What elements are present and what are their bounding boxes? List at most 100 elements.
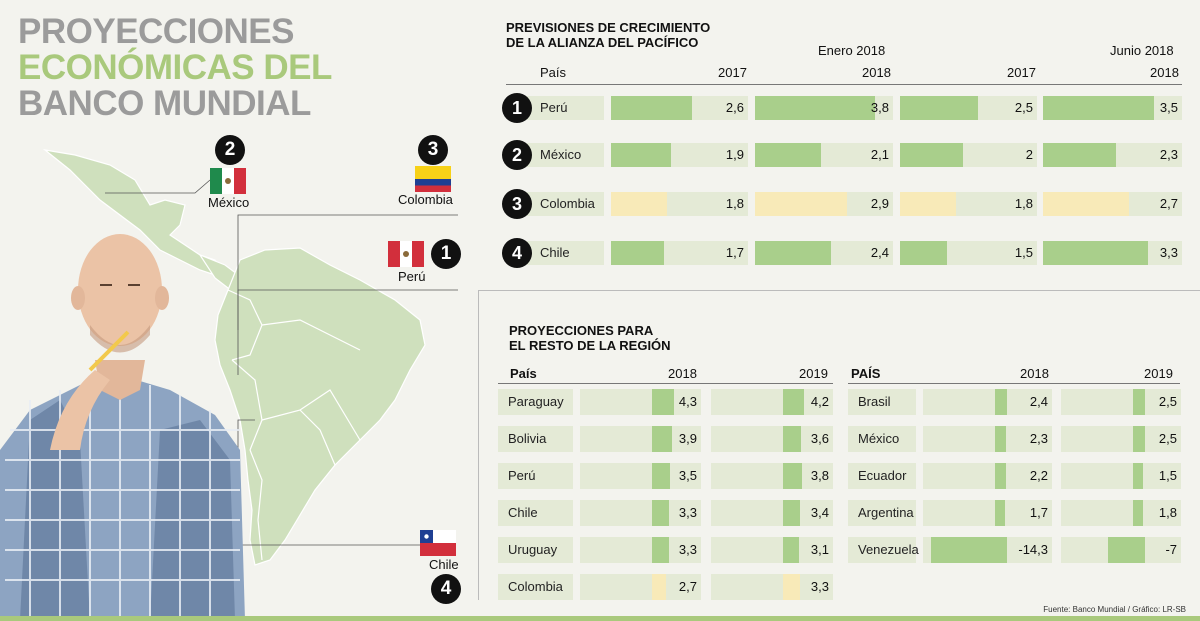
region-name-mexico-1: México bbox=[848, 426, 916, 452]
bottom-table-title: PROYECCIONES PARA EL RESTO DE LA REGIÓN bbox=[509, 323, 671, 353]
region-value-uruguay-0-1: 3,1 bbox=[810, 542, 829, 557]
value-chile-2: 1,5 bbox=[1014, 245, 1033, 260]
top-table-title-line-1: PREVISIONES DE CRECIMIENTO bbox=[506, 20, 711, 35]
region-value-colombia-0-1: 3,3 bbox=[810, 579, 829, 594]
region-cell-mexico-1-0: 2,3 bbox=[923, 426, 1052, 452]
region-cell-mexico-1-1: 2,5 bbox=[1061, 426, 1181, 452]
cell-peru-1: 3,8 bbox=[755, 96, 893, 120]
value-mexico-0: 1,9 bbox=[725, 147, 744, 162]
bar-colombia-0 bbox=[611, 192, 668, 216]
section-divider bbox=[478, 290, 479, 600]
value-colombia-0: 1,8 bbox=[725, 196, 744, 211]
region-bar-brasil-1-1 bbox=[1133, 389, 1145, 415]
bar-mexico-2 bbox=[900, 143, 963, 167]
bar-peru-1 bbox=[755, 96, 875, 120]
region-cell-brasil-1-0: 2,4 bbox=[923, 389, 1052, 415]
region-bar-venezuela-1-0 bbox=[931, 537, 1007, 563]
region-value-argentina-1-0: 1,7 bbox=[1029, 505, 1048, 520]
cell-peru-0: 2,6 bbox=[611, 96, 748, 120]
value-mexico-1: 2,1 bbox=[870, 147, 889, 162]
label-mexico: México bbox=[208, 195, 250, 210]
region-value-colombia-0-0: 2,7 bbox=[678, 579, 697, 594]
value-chile-0: 1,7 bbox=[725, 245, 744, 260]
value-mexico-2: 2 bbox=[1025, 147, 1033, 162]
region-value-mexico-1-0: 2,3 bbox=[1029, 431, 1048, 446]
region-bar-chile-0-0 bbox=[652, 500, 669, 526]
cell-peru-3: 3,5 bbox=[1043, 96, 1182, 120]
region-bar-peru-0-0 bbox=[652, 463, 670, 489]
region-cell-ecuador-1-0: 2,2 bbox=[923, 463, 1052, 489]
title-line-1: PROYECCIONES bbox=[18, 12, 294, 51]
cell-colombia-2: 1,8 bbox=[900, 192, 1037, 216]
rank-badge-mexico: 2 bbox=[502, 140, 532, 170]
region-value-ecuador-1-0: 2,2 bbox=[1029, 468, 1048, 483]
region-cell-colombia-0-0: 2,7 bbox=[580, 574, 701, 600]
group-header-junio: Junio 2018 bbox=[1110, 43, 1174, 58]
region-name-brasil-1: Brasil bbox=[848, 389, 916, 415]
region-cell-bolivia-0-1: 3,6 bbox=[711, 426, 833, 452]
region-value-venezuela-1-0: -14,3 bbox=[1018, 542, 1048, 557]
label-colombia: Colombia bbox=[398, 192, 453, 207]
value-chile-3: 3,3 bbox=[1159, 245, 1178, 260]
region-bar-argentina-1-0 bbox=[995, 500, 1005, 526]
col-header-enero-2018: 2018 bbox=[862, 65, 891, 80]
right-col-header-2019: 2019 bbox=[1144, 366, 1173, 381]
region-bar-bolivia-0-0 bbox=[652, 426, 672, 452]
cell-peru-2: 2,5 bbox=[900, 96, 1037, 120]
region-cell-venezuela-1-0: -14,3 bbox=[923, 537, 1052, 563]
region-value-mexico-1-1: 2,5 bbox=[1158, 431, 1177, 446]
region-bar-mexico-1-1 bbox=[1133, 426, 1145, 452]
cell-chile-0: 1,7 bbox=[611, 241, 748, 265]
region-value-bolivia-0-1: 3,6 bbox=[810, 431, 829, 446]
header-rule bbox=[506, 84, 1182, 85]
region-bar-colombia-0-1 bbox=[783, 574, 800, 600]
region-value-brasil-1-0: 2,4 bbox=[1029, 394, 1048, 409]
region-bar-venezuela-1-1 bbox=[1107, 537, 1145, 563]
region-cell-uruguay-0-1: 3,1 bbox=[711, 537, 833, 563]
cell-mexico-0: 1,9 bbox=[611, 143, 748, 167]
cell-chile-3: 3,3 bbox=[1043, 241, 1182, 265]
cell-mexico-3: 2,3 bbox=[1043, 143, 1182, 167]
region-bar-chile-0-1 bbox=[783, 500, 801, 526]
region-cell-peru-0-0: 3,5 bbox=[580, 463, 701, 489]
title-line-2: ECONÓMICAS DEL bbox=[18, 48, 332, 87]
region-name-bolivia-0: Bolivia bbox=[498, 426, 573, 452]
region-name-uruguay-0: Uruguay bbox=[498, 537, 573, 563]
map-south-america bbox=[214, 247, 426, 566]
top-table-title: PREVISIONES DE CRECIMIENTO DE LA ALIANZA… bbox=[506, 20, 710, 50]
region-bar-ecuador-1-1 bbox=[1133, 463, 1143, 489]
region-cell-peru-0-1: 3,8 bbox=[711, 463, 833, 489]
section-divider-h bbox=[478, 290, 1200, 291]
region-value-chile-0-0: 3,3 bbox=[678, 505, 697, 520]
rank-circle-chile: 4 bbox=[431, 574, 461, 604]
bottom-accent-line bbox=[0, 616, 1200, 621]
region-cell-uruguay-0-0: 3,3 bbox=[580, 537, 701, 563]
rank-circle-mexico: 2 bbox=[215, 135, 245, 165]
left-col-header-2019: 2019 bbox=[799, 366, 828, 381]
left-col-header-2018: 2018 bbox=[668, 366, 697, 381]
region-value-peru-0-0: 3,5 bbox=[678, 468, 697, 483]
region-bar-paraguay-0-1 bbox=[783, 389, 805, 415]
value-peru-1: 3,8 bbox=[870, 100, 889, 115]
region-value-paraguay-0-1: 4,2 bbox=[810, 394, 829, 409]
value-colombia-1: 2,9 bbox=[870, 196, 889, 211]
region-bar-colombia-0-0 bbox=[652, 574, 666, 600]
man-illustration bbox=[0, 234, 245, 620]
source-note: Fuente: Banco Mundial / Gráfico: LR-SB bbox=[1043, 605, 1186, 614]
top-table-title-line-2: DE LA ALIANZA DEL PACÍFICO bbox=[506, 35, 699, 50]
value-peru-3: 3,5 bbox=[1159, 100, 1178, 115]
region-name-ecuador-1: Ecuador bbox=[848, 463, 916, 489]
bar-peru-0 bbox=[611, 96, 693, 120]
group-header-enero: Enero 2018 bbox=[818, 43, 886, 58]
region-bar-paraguay-0-0 bbox=[652, 389, 674, 415]
cell-mexico-2: 2 bbox=[900, 143, 1037, 167]
chile-flag-icon bbox=[420, 530, 456, 556]
rank-badge-peru: 1 bbox=[502, 93, 532, 123]
rank-badge-chile: 4 bbox=[502, 238, 532, 268]
cell-chile-2: 1,5 bbox=[900, 241, 1037, 265]
bar-mexico-1 bbox=[755, 143, 822, 167]
bar-chile-3 bbox=[1043, 241, 1149, 265]
region-cell-colombia-0-1: 3,3 bbox=[711, 574, 833, 600]
col-header-junio-2017: 2017 bbox=[1007, 65, 1036, 80]
region-bar-mexico-1-0 bbox=[995, 426, 1007, 452]
